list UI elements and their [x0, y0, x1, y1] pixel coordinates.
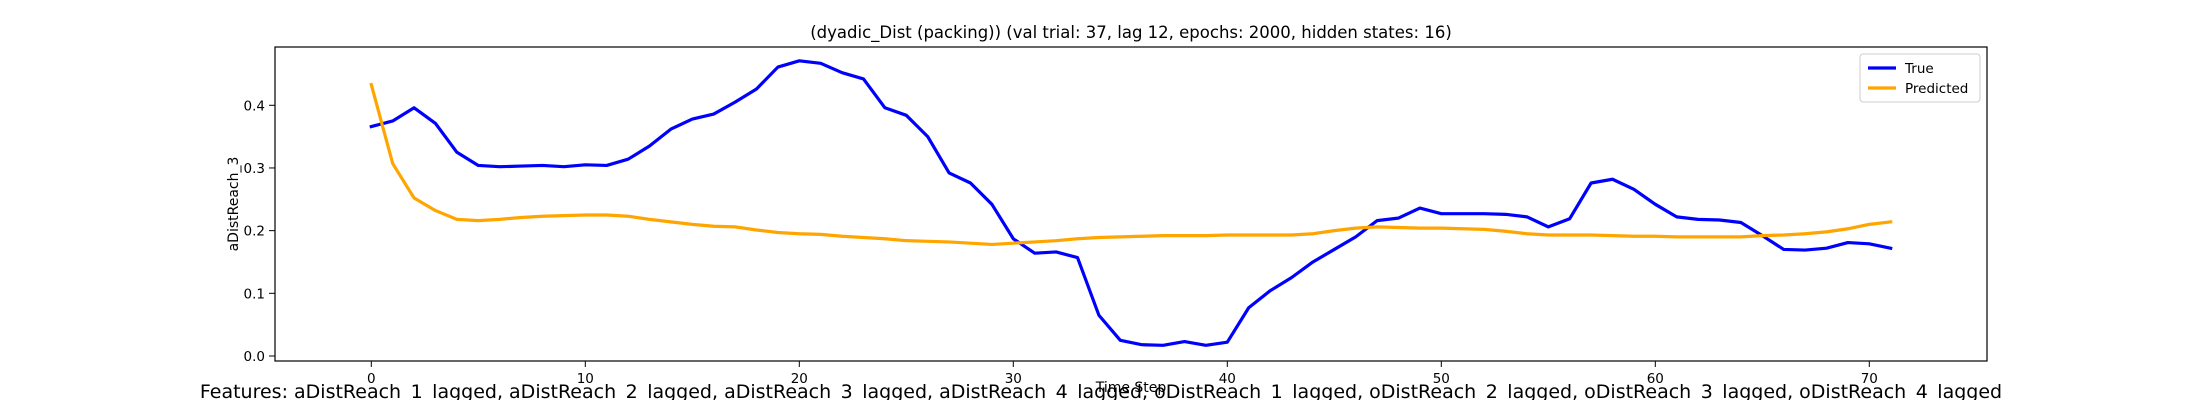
- series-line-true: [369, 59, 1893, 347]
- y-tick-label: 0.0: [244, 349, 265, 365]
- x-tick-label: 40: [1219, 371, 1236, 387]
- y-tick-label: 0.3: [244, 161, 265, 177]
- plot-frame: [274, 46, 1988, 362]
- features-caption: Features: aDistReach_1_lagged, aDistReac…: [200, 381, 2002, 400]
- x-tick-label: 0: [367, 371, 376, 387]
- x-tick-label: 60: [1647, 371, 1664, 387]
- y-tick-label: 0.1: [244, 286, 265, 302]
- y-tick-label: 0.4: [244, 98, 265, 114]
- series-line-predicted: [369, 82, 1893, 247]
- series-layer: [369, 59, 1893, 347]
- legend-box: [1859, 53, 1981, 103]
- chart-title: (dyadic_Dist (packing)) (val trial: 37, …: [810, 23, 1452, 43]
- plot-area-border: [274, 46, 1988, 362]
- x-axis-label: Time Step: [1095, 380, 1167, 396]
- legend: True Predicted: [1859, 53, 1981, 103]
- y-tick-label: 0.2: [244, 224, 265, 240]
- x-axis-ticks: 0 10 20 30 40 50 60 70: [367, 361, 1878, 387]
- x-tick-label: 30: [1005, 371, 1022, 387]
- legend-label-true: True: [1904, 61, 1934, 77]
- y-axis-ticks: 0.0 0.1 0.2 0.3 0.4: [244, 98, 275, 365]
- y-axis-label: aDistReach_3: [226, 157, 242, 252]
- legend-label-predicted: Predicted: [1905, 81, 1968, 97]
- x-tick-label: 10: [577, 371, 594, 387]
- x-tick-label: 20: [791, 371, 808, 387]
- x-tick-label: 50: [1433, 371, 1450, 387]
- x-tick-label: 70: [1861, 371, 1878, 387]
